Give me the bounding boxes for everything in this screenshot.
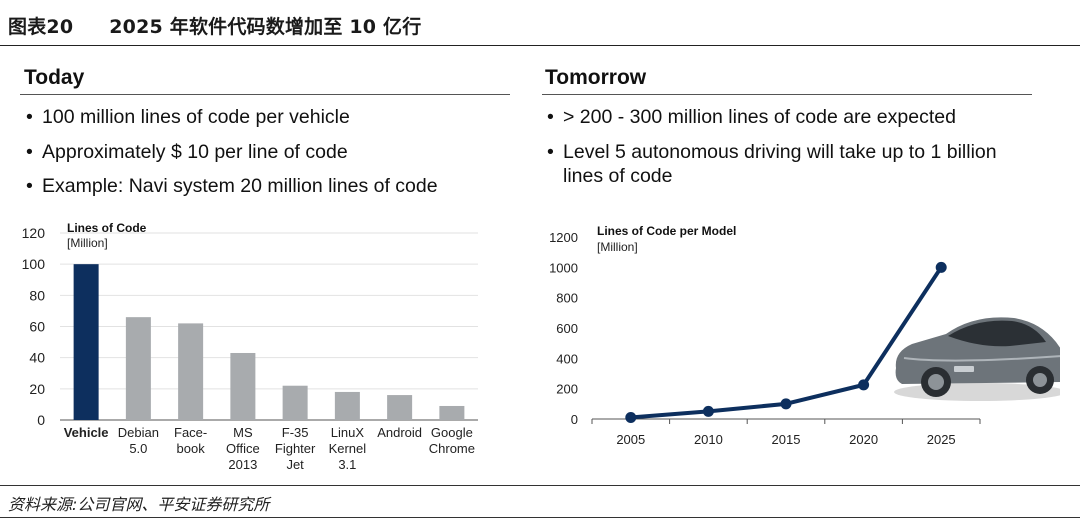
figure-title: 图表20 2025 年软件代码数增加至 10 亿行	[8, 12, 1072, 40]
bar	[439, 405, 465, 420]
y-tick-label: 100	[22, 256, 46, 272]
x-tick-label-line: Fighter	[275, 441, 316, 456]
x-tick-label-line: Kernel	[329, 441, 367, 456]
x-tick-label-line: Debian	[118, 425, 159, 440]
x-tick-label-line: book	[177, 441, 206, 456]
x-tick-label: 2015	[772, 432, 801, 447]
y-tick-label: 120	[22, 225, 46, 241]
x-tick-label: 2010	[694, 432, 723, 447]
bullet-dot-icon: •	[547, 140, 554, 163]
line-chart: 0 200 400 600 800 1000 1200 Lines of Code per M…	[549, 224, 1060, 447]
y-tick-label: 400	[556, 351, 578, 366]
y-tick-label: 20	[29, 381, 45, 397]
bar	[73, 264, 99, 420]
bar	[387, 395, 413, 420]
bar	[334, 391, 360, 420]
x-tick-label: Vehicle	[64, 425, 109, 440]
today-bullet-text: Example: Navi system 20 million lines of…	[42, 175, 438, 197]
tomorrow-divider	[542, 94, 1032, 95]
chart-unit: [Million]	[67, 236, 108, 250]
today-divider	[20, 94, 510, 95]
y-tick-label: 60	[29, 319, 45, 335]
x-tick-label-line: Vehicle	[64, 425, 109, 440]
car-plate	[954, 366, 974, 372]
today-heading: Today	[24, 66, 85, 89]
series-line	[630, 266, 943, 420]
y-tick-label: 600	[556, 321, 578, 336]
x-tick-label: 2005	[616, 432, 645, 447]
bullet-dot-icon: •	[26, 175, 33, 197]
x-tick-label-line: 2013	[228, 457, 257, 472]
chart-title: Lines of Code per Model	[597, 224, 736, 238]
data-point	[935, 261, 947, 273]
today-bullet-item: • 100 million lines of code per vehicle	[24, 105, 514, 129]
bar	[282, 385, 308, 420]
bar	[125, 317, 151, 420]
x-tick-label-line: Android	[377, 425, 422, 440]
x-tick-label-line: MS	[233, 425, 253, 440]
today-bullet-text: Approximately $ 10 per line of code	[42, 140, 348, 163]
tomorrow-bullet-item: • > 200 - 300 million lines of code are e…	[545, 105, 1005, 129]
tomorrow-bullet-text: Level 5 autonomous driving will take up …	[563, 140, 997, 187]
y-tick-label: 40	[29, 350, 45, 366]
y-tick-label: 1000	[549, 260, 578, 275]
tomorrow-bullets: • > 200 - 300 million lines of code are e…	[545, 105, 1005, 198]
bar	[178, 323, 204, 420]
concept-car-image	[894, 317, 1060, 401]
today-bullet-item: • Approximately $ 10 per line of code	[24, 140, 514, 164]
data-point	[780, 398, 792, 410]
bar	[230, 352, 256, 420]
x-tick-label-line: 3.1	[338, 457, 356, 472]
chart-title: Lines of Code	[67, 221, 147, 235]
x-tick-label: 2020	[849, 432, 878, 447]
x-tick-label-line: F-35	[282, 425, 309, 440]
x-tick-label-line: Jet	[286, 457, 304, 472]
data-point	[625, 411, 637, 423]
bullet-dot-icon: •	[547, 106, 554, 128]
y-tick-label: 800	[556, 291, 578, 306]
data-point	[858, 379, 870, 391]
x-tick-label-line: Face-	[174, 425, 207, 440]
y-tick-label: 0	[37, 412, 45, 428]
car-hub	[1033, 373, 1047, 387]
x-tick-label-line: Google	[431, 425, 473, 440]
x-tick-label: Face-book	[174, 425, 207, 456]
x-tick-label: LinuX Kernel 3.1	[329, 425, 367, 472]
bar-chart: 0 20 40 60 80 100 120 Lines of Code[Million] Veh…	[22, 221, 478, 472]
source-top-divider	[0, 485, 1080, 486]
car-window	[948, 320, 1046, 347]
x-tick-label: F-35 Fighter Jet	[275, 425, 316, 472]
tomorrow-bullet-text: > 200 - 300 million lines of code are ex…	[563, 106, 956, 128]
x-tick-label-line: LinuX	[331, 425, 365, 440]
bullet-dot-icon: •	[26, 106, 33, 128]
x-tick-label: Google Chrome	[429, 425, 475, 456]
today-bullets: • 100 million lines of code per vehicle • A…	[24, 105, 514, 209]
x-tick-label: Android	[377, 425, 422, 440]
car-hub	[928, 374, 944, 390]
x-tick-label: Debian 5.0	[118, 425, 159, 456]
y-tick-label: 0	[571, 412, 578, 427]
y-tick-label: 200	[556, 382, 578, 397]
today-bullet-text: 100 million lines of code per vehicle	[42, 106, 350, 128]
source-note: 资料来源:公司官网、平安证券研究所	[8, 495, 270, 514]
x-tick-label-line: Chrome	[429, 441, 475, 456]
bullet-dot-icon: •	[26, 140, 33, 163]
x-tick-label: 2025	[927, 432, 956, 447]
car-highlight	[903, 355, 1060, 362]
y-tick-label: 80	[29, 287, 45, 303]
tomorrow-heading: Tomorrow	[545, 66, 647, 89]
title-divider	[0, 45, 1080, 46]
y-tick-label: 1200	[549, 230, 578, 245]
figure-title-text: 2025 年软件代码数增加至 10 亿行	[109, 16, 422, 38]
figure-label: 图表20	[8, 16, 74, 38]
x-tick-label-line: 5.0	[129, 441, 147, 456]
x-tick-label: MS Office 2013	[226, 425, 260, 472]
tomorrow-bullet-item: • Level 5 autonomous driving will take up…	[545, 140, 1005, 188]
chart-unit: [Million]	[597, 240, 638, 254]
x-tick-label-line: Office	[226, 441, 260, 456]
source-bottom-divider	[0, 517, 1080, 518]
today-bullet-item: • Example: Navi system 20 million lines o…	[24, 174, 514, 198]
data-point	[702, 405, 714, 417]
